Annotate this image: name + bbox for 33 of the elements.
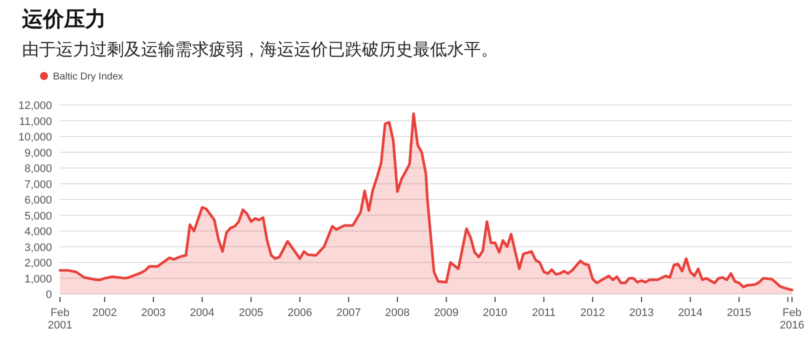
y-tick-label: 1,000	[24, 273, 52, 286]
x-tick-label: 2011	[532, 307, 556, 319]
y-tick-label: 12,000	[18, 100, 52, 112]
x-tick-label: 2014	[678, 307, 703, 319]
y-tick-label: 3,000	[24, 242, 52, 254]
x-tick-label: 2004	[190, 307, 214, 319]
x-tick-label: 2008	[385, 307, 410, 319]
y-tick-label: 2,000	[24, 258, 52, 270]
y-tick-label: 7,000	[24, 178, 52, 191]
y-tick-label: 10,000	[18, 132, 52, 144]
y-tick-label: 6,000	[24, 194, 52, 206]
x-tick-label: 2006	[288, 307, 312, 319]
x-tick-label: 2010	[482, 307, 508, 319]
legend-label: Baltic Dry Index	[53, 72, 124, 82]
y-tick-label: 0	[46, 289, 52, 301]
y-tick-label: 9,000	[24, 147, 52, 160]
x-tick-label: 2003	[141, 307, 166, 319]
x-tick-label: 2002	[92, 307, 117, 319]
x-tick-label: Feb 2016	[780, 307, 804, 332]
x-tick-label: 2009	[434, 307, 459, 319]
x-tick-label: 2007	[336, 307, 361, 319]
x-tick-label: 2005	[238, 307, 264, 319]
x-tick-label: 2015	[726, 307, 752, 319]
x-tick-label: 2013	[629, 307, 654, 319]
y-tick-label: 8,000	[24, 163, 52, 175]
y-tick-label: 5,000	[24, 210, 52, 222]
x-tick-label: Feb 2001	[48, 307, 72, 332]
legend: Baltic Dry Index	[40, 72, 124, 82]
y-tick-label: 11,000	[19, 116, 52, 128]
x-tick-label: 2012	[580, 307, 605, 319]
y-tick-label: 4,000	[24, 226, 52, 238]
chart-subtitle: 由于运力过剩及运输需求疲弱，海运运价已跌破历史最低水平。	[22, 40, 498, 59]
chart-title: 运价压力	[21, 8, 106, 31]
